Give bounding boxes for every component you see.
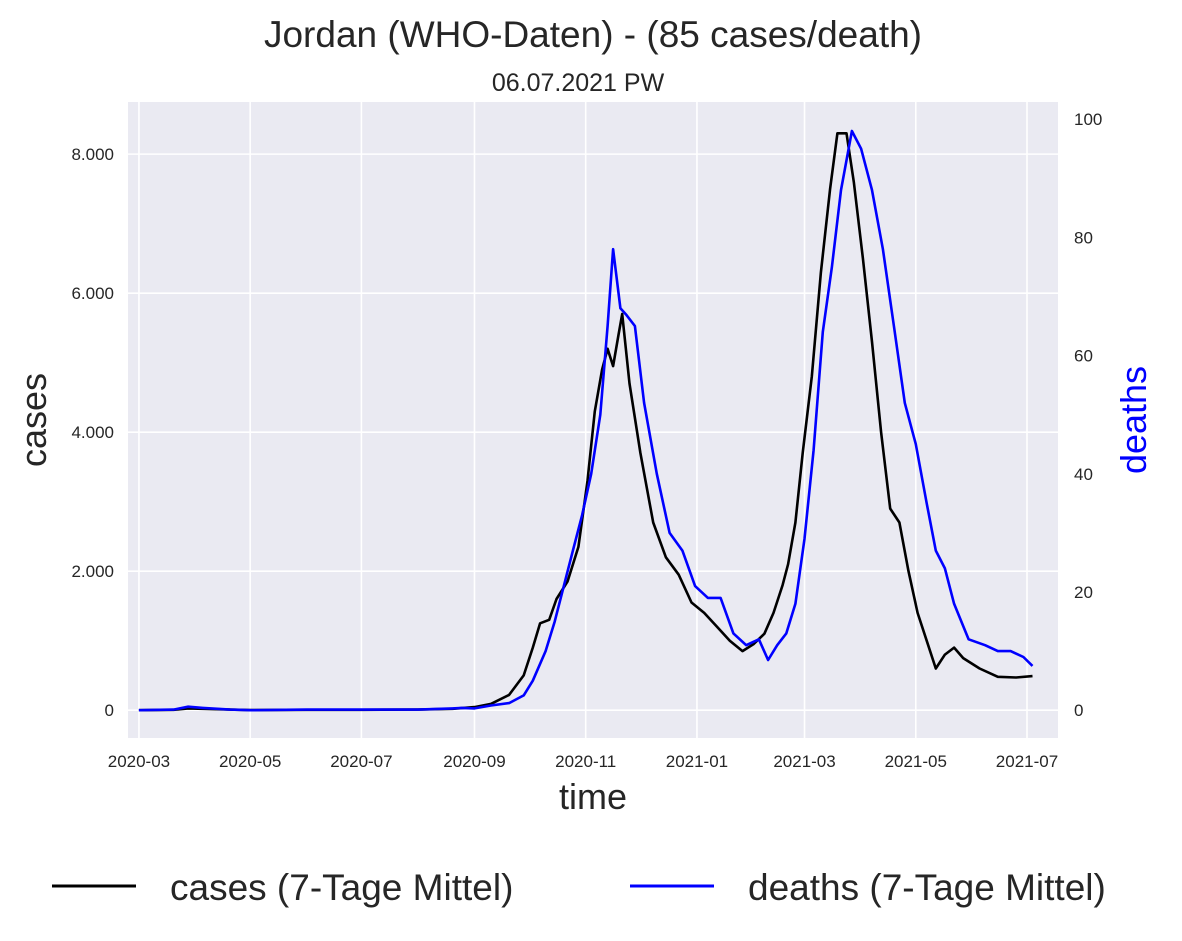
left-y-tick-label: 6.000 <box>71 284 114 303</box>
x-tick-label: 2020-03 <box>108 752 170 771</box>
left-y-tick-label: 8.000 <box>71 145 114 164</box>
chart-title: Jordan (WHO-Daten) - (85 cases/death) <box>264 14 922 55</box>
x-tick-label: 2020-11 <box>555 752 616 771</box>
right-y-axis-label: deaths <box>1113 366 1154 474</box>
x-tick-labels: 2020-03 2020-05 2020-07 2020-09 2020-11 2021-… <box>108 752 1058 771</box>
series-layer <box>138 129 1034 712</box>
horizontal-gridlines <box>128 153 1058 711</box>
x-tick-label: 2020-05 <box>219 752 281 771</box>
deaths-line <box>138 129 1034 712</box>
x-tick-label: 2021-03 <box>773 752 835 771</box>
x-axis-label: time <box>559 776 627 817</box>
right-y-tick-label: 40 <box>1074 465 1093 484</box>
vertical-gridlines <box>138 102 1028 738</box>
left-y-axis-label: cases <box>13 373 54 467</box>
x-tick-label: 2020-07 <box>330 752 392 771</box>
legend-label-deaths: deaths (7-Tage Mittel) <box>748 867 1106 908</box>
right-y-tick-label: 60 <box>1074 347 1093 366</box>
legend-label-cases: cases (7-Tage Mittel) <box>170 867 513 908</box>
right-y-tick-label: 100 <box>1074 110 1102 129</box>
chart-subtitle: 06.07.2021 PW <box>492 69 665 97</box>
right-y-tick-label: 80 <box>1074 228 1093 247</box>
left-y-tick-label: 2.000 <box>71 562 114 581</box>
cases-line <box>138 132 1033 712</box>
x-tick-label: 2020-09 <box>443 752 505 771</box>
x-tick-label: 2021-05 <box>885 752 947 771</box>
legend: cases (7-Tage Mittel) deaths (7-Tage Mit… <box>52 867 1106 908</box>
right-y-tick-labels: 0 20 40 60 80 100 <box>1074 110 1102 720</box>
left-y-tick-labels: 0 2.000 4.000 6.000 8.000 <box>71 145 114 720</box>
left-y-tick-label: 0 <box>105 701 114 720</box>
x-tick-label: 2021-07 <box>996 752 1058 771</box>
x-tick-label: 2021-01 <box>666 752 728 771</box>
right-y-tick-label: 0 <box>1074 701 1083 720</box>
left-y-tick-label: 4.000 <box>71 423 114 442</box>
right-y-tick-label: 20 <box>1074 583 1093 602</box>
